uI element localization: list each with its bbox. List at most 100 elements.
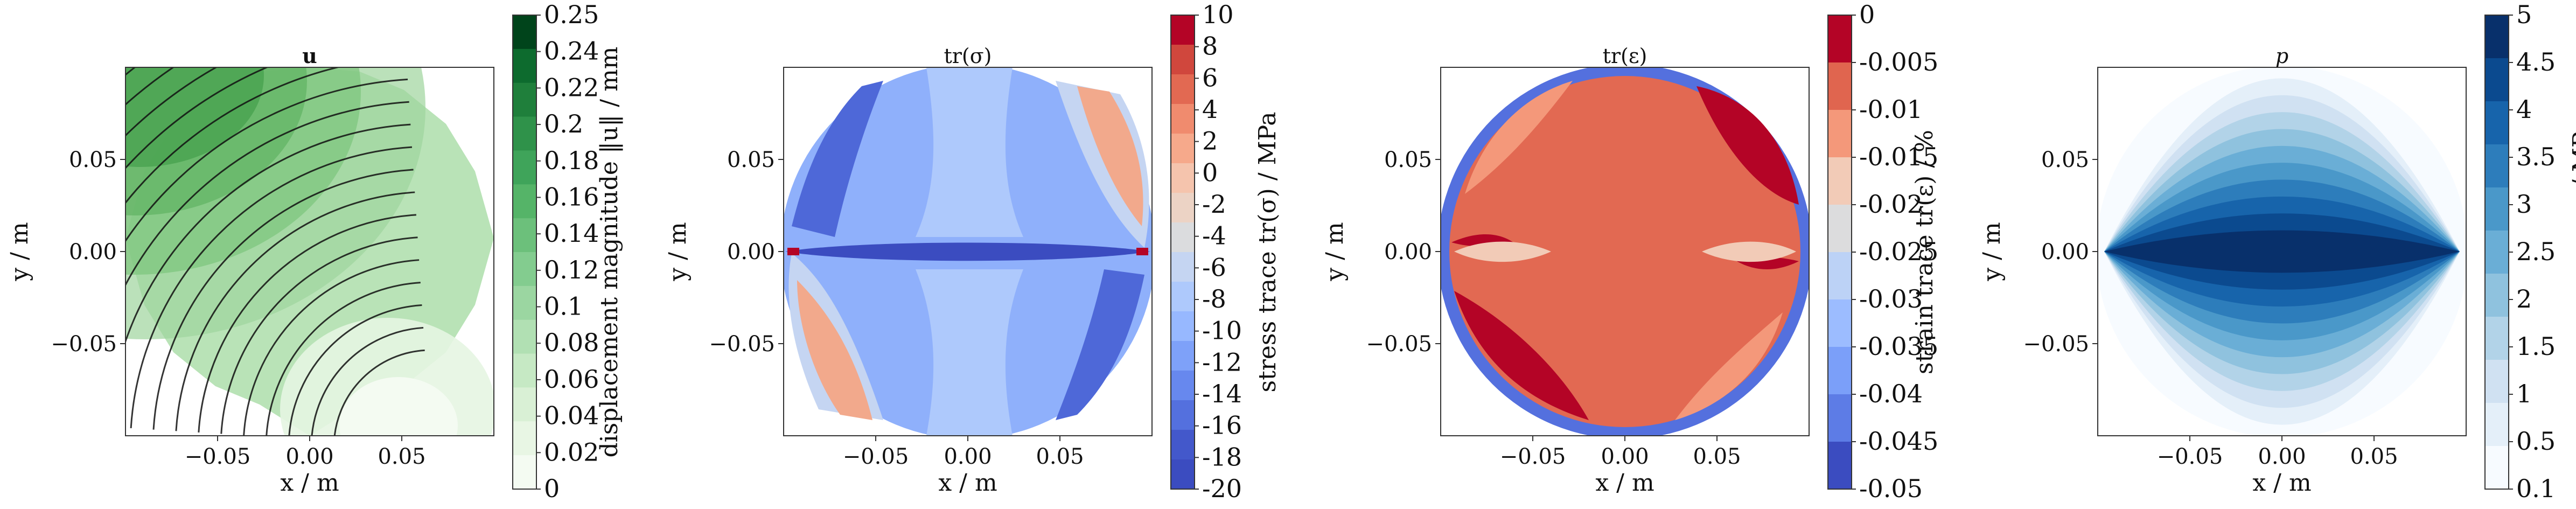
colorbar-level — [1828, 15, 1852, 63]
strain-zone-salmon-bottomright — [1675, 312, 1783, 420]
colorbar-level — [1171, 459, 1195, 490]
panel-title-displacement: u — [302, 44, 317, 68]
y-tick-label: 0.00 — [1384, 240, 1432, 264]
colorbar-level — [513, 421, 536, 456]
y-tick-label: −0.05 — [2023, 332, 2089, 357]
colorbar-tick-label: -0.03 — [1859, 284, 1923, 313]
strain-crack-light-right — [1702, 241, 1796, 262]
colorbar-tick-label: -0.005 — [1859, 47, 1938, 76]
colorbar-level — [1171, 74, 1195, 104]
colorbar-level — [1171, 371, 1195, 401]
colorbar-label-pressure: pore pressure p / MPa — [2568, 118, 2576, 385]
stress-zone-center-light — [916, 67, 1023, 237]
y-tick-label: 0.00 — [69, 240, 117, 264]
colorbar-label-strain: strain trace tr(ε) / % — [1911, 130, 1938, 374]
y-tick-label: 0.05 — [1384, 148, 1432, 172]
colorbar-level — [1828, 442, 1852, 490]
colorbar-tick-label: 0.1 — [544, 292, 583, 321]
x-tick-label: 0.00 — [285, 444, 333, 469]
colorbar-tick-label: -14 — [1202, 379, 1242, 408]
y-axis-label: y / m — [664, 222, 692, 281]
colorbar-tick-label: 1 — [2516, 379, 2532, 408]
colorbar-tick-label: 0.25 — [544, 0, 599, 29]
strain-field — [1441, 67, 1809, 436]
streamline — [198, 214, 416, 433]
streamline — [175, 191, 415, 431]
colorbar-level — [2485, 144, 2509, 188]
colorbar-tick-label: 2.5 — [2516, 237, 2556, 266]
colorbar-tick-label: 0 — [1202, 158, 1218, 187]
colorbar-tick-label: 2 — [1202, 127, 1218, 156]
colorbar-level — [513, 116, 536, 151]
colorbar-tick-label: -0.045 — [1859, 427, 1938, 456]
x-tick-label: −0.05 — [843, 444, 909, 469]
stress-zone-warm-right — [1077, 86, 1143, 226]
colorbar-level — [513, 184, 536, 219]
colorbar-tick-label: 1.5 — [2516, 332, 2556, 361]
colorbar-tick-label: 0.12 — [544, 255, 599, 284]
pressure-field — [2098, 67, 2466, 436]
colorbar-level — [513, 319, 536, 354]
streamline — [125, 123, 411, 344]
panel-title-pressure: p — [2275, 44, 2288, 68]
y-tick-label: 0.05 — [727, 148, 775, 172]
x-tick-label: 0.05 — [378, 444, 425, 469]
colorbar-tick-label: -8 — [1202, 284, 1226, 313]
colorbar-tick-label: 0.14 — [544, 219, 599, 248]
y-tick-label: 0.05 — [2041, 148, 2089, 172]
y-tick-label: −0.05 — [1366, 332, 1432, 357]
colorbar-tick-label: 4.5 — [2516, 47, 2556, 76]
colorbar-tick-label: 10 — [1202, 0, 1234, 29]
colorbar-tick-label: -4 — [1202, 221, 1226, 250]
colorbar-level — [1171, 252, 1195, 282]
x-axis-label: x / m — [938, 469, 997, 497]
colorbar-level — [2485, 15, 2509, 59]
colorbar-tick-label: 5 — [2516, 0, 2532, 29]
colorbar-level — [513, 353, 536, 388]
colorbar-level — [1171, 193, 1195, 223]
colorbar-tick-label: 0 — [1859, 0, 1875, 29]
streamline — [266, 282, 421, 436]
colorbar-level — [1171, 222, 1195, 253]
strain-disc — [1449, 76, 1800, 427]
stress-crack-blue — [785, 242, 1150, 261]
colorbar-level — [1828, 110, 1852, 158]
y-tick-label: 0.00 — [2041, 240, 2089, 264]
colorbar-level — [2485, 58, 2509, 102]
colorbar-tick-label: -0.015 — [1859, 142, 1938, 171]
colorbar-tick-label: 0.02 — [544, 437, 599, 466]
streamline — [130, 146, 413, 429]
x-tick-label: 0.00 — [1601, 444, 1649, 469]
colorbar-level — [1171, 311, 1195, 341]
streamline — [125, 67, 269, 170]
x-axis-label: x / m — [280, 469, 339, 497]
colorbar-level — [2485, 317, 2509, 360]
colorbar-level — [1828, 62, 1852, 110]
pressure-lenses — [2104, 78, 2460, 425]
colorbar-tick-label: -12 — [1202, 347, 1242, 376]
stress-zone-center-light-2 — [916, 269, 1023, 436]
colorbar-tick-label: 0.16 — [544, 182, 599, 211]
colorbar-level — [2485, 274, 2509, 317]
colorbar-level — [1171, 134, 1195, 164]
colorbar-tick-label: -0.035 — [1859, 332, 1938, 361]
streamline — [125, 78, 408, 243]
y-axis-label: y / m — [6, 222, 33, 281]
colorbar-label-stress: stress trace tr(σ) / MPa — [1254, 112, 1281, 393]
y-tick-label: 0.00 — [727, 240, 775, 264]
colorbar-tick-label: -0.025 — [1859, 237, 1938, 266]
strain-zone-salmon-topleft — [1465, 81, 1573, 194]
colorbar-tick-label: -0.02 — [1859, 190, 1923, 219]
colorbar-tick-label: -10 — [1202, 316, 1242, 345]
colorbar-level — [1828, 157, 1852, 205]
stress-field — [784, 67, 1152, 436]
x-axis-label: x / m — [1595, 469, 1654, 497]
displacement-band-min — [339, 377, 458, 436]
streamlines — [125, 67, 425, 436]
colorbar-level — [1171, 163, 1195, 193]
colorbar-tick-label: 0.2 — [544, 109, 583, 138]
colorbar-tick-label: 0.08 — [544, 328, 599, 357]
panel-pressure — [2097, 67, 2467, 436]
colorbar-tick-label: -18 — [1202, 442, 1242, 471]
